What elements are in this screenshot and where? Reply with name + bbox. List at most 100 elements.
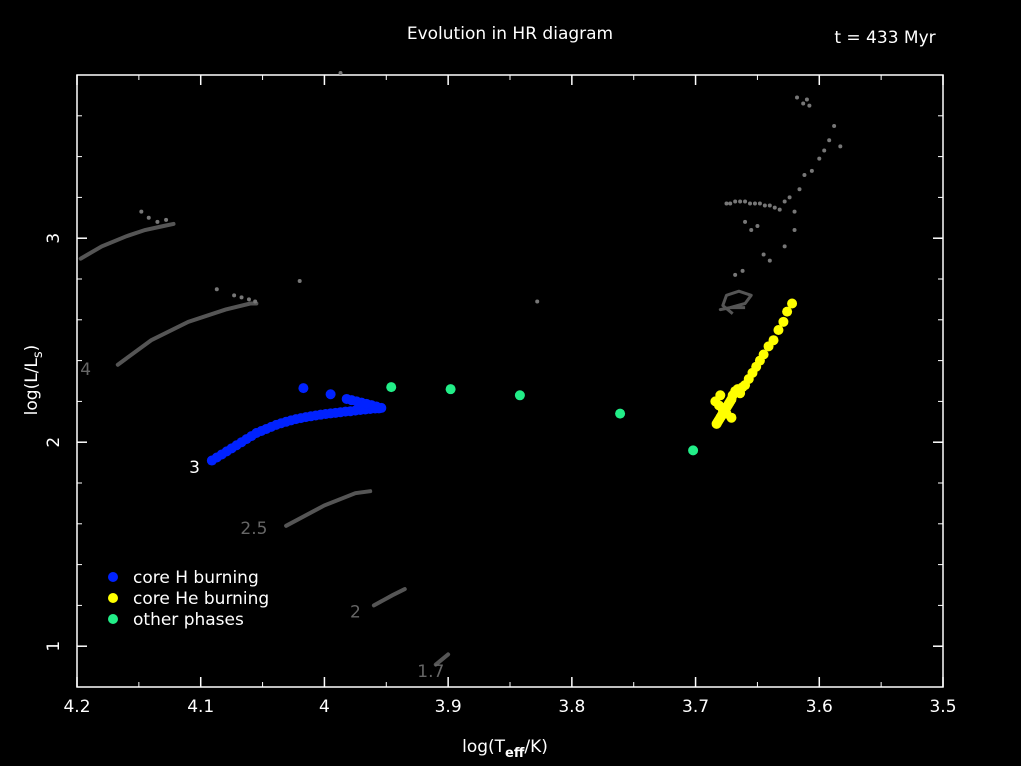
- track-dot: [797, 187, 802, 192]
- track-dot: [767, 258, 772, 263]
- axis-ticks: 4.2 4.1 4 3.9 3.8 3.7 3.6 3.5 1 2 3: [44, 75, 957, 717]
- x-tick-label: 3.7: [682, 697, 709, 717]
- data-point: [773, 325, 784, 335]
- track-dot: [743, 219, 748, 224]
- track-dot: [728, 201, 733, 206]
- data-point: [386, 382, 397, 393]
- track-dot: [822, 148, 827, 153]
- track-dot: [782, 199, 787, 204]
- track-dot: [795, 95, 800, 100]
- y-axis-label: log(L/Ls): [22, 345, 46, 416]
- x-tick-label: 3.9: [435, 697, 462, 717]
- legend-label: other phases: [133, 610, 244, 630]
- series-other: [386, 382, 699, 456]
- track-dot: [232, 293, 237, 298]
- x-axis-label-tail: /K): [524, 737, 548, 757]
- x-tick-label: 3.8: [558, 697, 585, 717]
- track-line: [284, 489, 373, 528]
- y-axis-label-sub: s: [31, 351, 46, 358]
- track-dot: [239, 295, 244, 300]
- data-point: [445, 384, 456, 395]
- data-point: [615, 408, 626, 419]
- loop-track-line: [718, 289, 753, 315]
- isochrone-mass-label: 3: [189, 458, 200, 478]
- track-dot: [782, 244, 787, 249]
- data-point: [341, 393, 352, 404]
- data-point: [768, 335, 779, 346]
- track-dot: [801, 101, 806, 106]
- track-dot: [772, 205, 777, 210]
- track-dot: [838, 144, 843, 149]
- y-axis-label-base: log(L/L: [22, 358, 42, 416]
- y-tick-label: 1: [44, 641, 64, 652]
- track-dot: [762, 203, 767, 208]
- data-point: [325, 389, 336, 400]
- data-point: [758, 349, 769, 360]
- track-line: [433, 652, 451, 667]
- track-dot: [297, 279, 302, 284]
- track-dot: [214, 287, 219, 292]
- track-dot: [777, 207, 782, 212]
- data-point: [715, 390, 726, 401]
- y-axis-label-tail: ): [22, 345, 42, 352]
- legend-marker: [108, 614, 118, 624]
- track-dot: [535, 299, 540, 304]
- track-dot: [164, 217, 169, 222]
- series-core_he: [710, 298, 798, 429]
- track-dot: [743, 199, 748, 204]
- track-line: [371, 587, 407, 608]
- x-tick-label: 3.5: [929, 697, 956, 717]
- track-mass-label: 1.7: [417, 662, 444, 682]
- track-dot: [146, 215, 151, 220]
- track-dot: [740, 268, 745, 273]
- data-point: [514, 390, 525, 401]
- x-tick-label: 4.1: [187, 697, 214, 717]
- track-dot: [253, 299, 258, 304]
- track-dot: [767, 203, 772, 208]
- track-dot: [817, 156, 822, 161]
- x-axis-label-base: log(T: [462, 737, 506, 757]
- track-dot: [832, 124, 837, 128]
- data-point: [298, 383, 309, 394]
- track-dot: [807, 103, 812, 108]
- track-dot: [139, 209, 144, 214]
- chart-title: Evolution in HR diagram: [407, 24, 613, 44]
- track-dot: [787, 195, 792, 200]
- track-dot: [804, 97, 809, 102]
- track-line: [78, 221, 176, 261]
- track-dot: [724, 201, 729, 206]
- x-axis-label: log(Teff/K): [462, 737, 548, 761]
- track-dot: [757, 201, 762, 206]
- data-series: [206, 298, 798, 466]
- track-dot: [733, 272, 738, 277]
- data-point: [688, 445, 699, 456]
- track-dot: [827, 138, 832, 143]
- track-line: [115, 301, 259, 367]
- data-point: [787, 298, 798, 309]
- x-axis-label-sub: eff: [505, 746, 525, 761]
- track-dot: [809, 168, 814, 173]
- track-dot: [246, 297, 251, 302]
- legend-marker: [108, 593, 118, 603]
- track-dot: [738, 199, 743, 204]
- track-dot: [802, 172, 807, 177]
- data-point: [782, 306, 793, 317]
- legend-marker: [108, 572, 118, 582]
- track-dot: [792, 228, 797, 233]
- track-mass-label: 2: [350, 603, 361, 623]
- track-dot: [155, 219, 160, 224]
- track-dot: [748, 201, 753, 206]
- track-dot: [792, 209, 797, 214]
- y-tick-label: 3: [44, 233, 64, 244]
- y-tick-label: 2: [44, 437, 64, 448]
- x-tick-label: 3.6: [806, 697, 833, 717]
- track-dot: [733, 199, 738, 204]
- track-mass-label: 2.5: [240, 519, 267, 539]
- legend-label: core H burning: [133, 568, 259, 588]
- track-dot: [749, 228, 754, 233]
- track-dot: [755, 223, 760, 228]
- x-tick-label: 4.2: [63, 697, 90, 717]
- track-dot: [761, 252, 766, 257]
